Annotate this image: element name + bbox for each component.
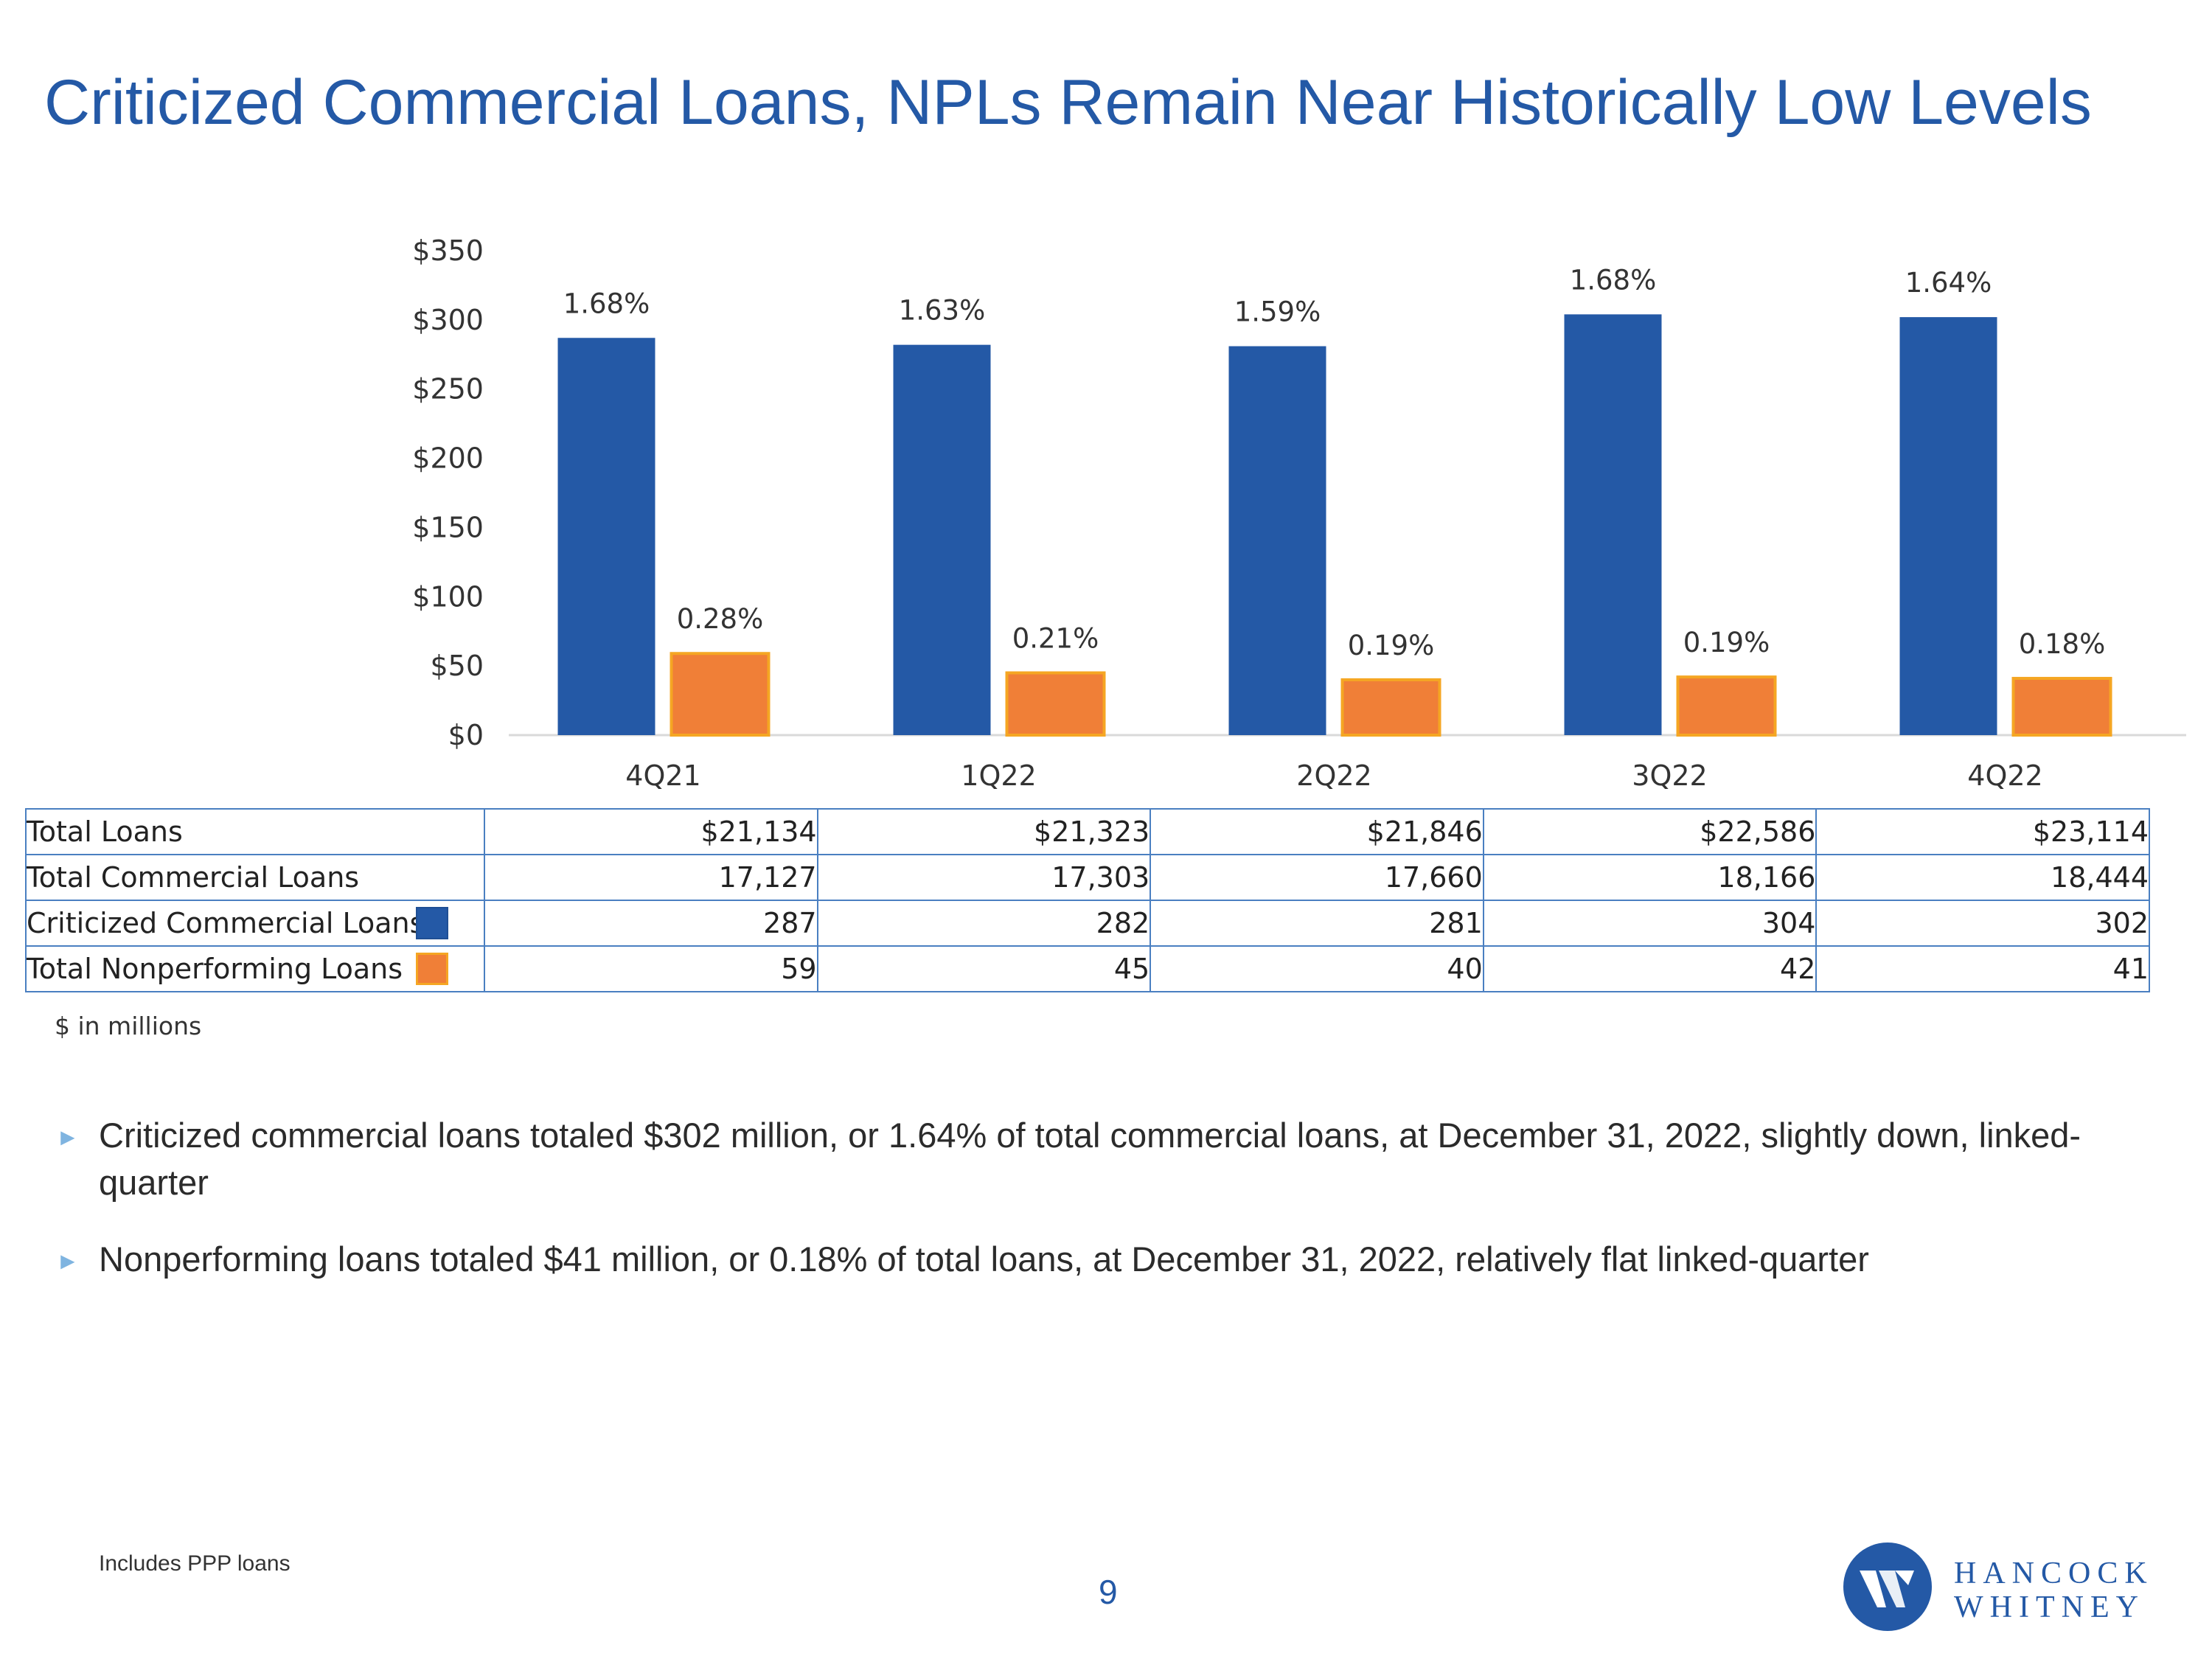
table-cell: 282 (816, 900, 1152, 947)
data-label: 0.18% (2019, 628, 2106, 660)
bullet-item: ► Criticized commercial loans totaled $3… (56, 1112, 2165, 1206)
table-cell: 17,660 (1150, 854, 1484, 901)
data-label: 1.68% (1570, 264, 1657, 296)
row-label-total-nonperforming-loans: Total Nonperforming Loans (25, 945, 485, 992)
logo-mark-icon (1843, 1543, 1932, 1631)
table-cell: 287 (484, 900, 818, 947)
table-cell: 18,444 (1815, 854, 2150, 901)
row-label-criticized-commercial-loans: Criticized Commercial Loans (25, 900, 485, 947)
bullet-item: ► Nonperforming loans totaled $41 millio… (56, 1236, 2165, 1283)
row-label-text: Criticized Commercial Loans (27, 907, 425, 939)
bar-criticized (1564, 314, 1662, 735)
table-cell: 281 (1150, 900, 1484, 947)
y-tick-label: $300 (412, 304, 484, 336)
table-cell: $23,114 (1815, 808, 2150, 855)
data-label: 0.19% (1683, 627, 1770, 658)
row-label-total-loans: Total Loans (25, 808, 485, 855)
bar-criticized (557, 338, 655, 735)
bar-nonperforming (2011, 677, 2112, 737)
table-cell: 59 (484, 945, 818, 992)
slide-title: Criticized Commercial Loans, NPLs Remain… (44, 67, 2092, 138)
legend-swatch-nonperforming (416, 953, 448, 985)
data-label: 0.19% (1348, 630, 1435, 661)
triangle-bullet-icon: ► (56, 1248, 80, 1274)
bar-chart: $0 $50 $100 $150 $200 $250 $300 $350 1.68% 0.28% 4… (412, 234, 2186, 792)
y-tick-label: $50 (430, 650, 484, 682)
x-tick-label: 4Q22 (1967, 759, 2042, 792)
data-label: 1.63% (899, 295, 986, 327)
bar-nonperforming (1340, 678, 1441, 737)
table-cell: $22,586 (1482, 808, 1818, 855)
table-cell: $21,323 (816, 808, 1152, 855)
row-label-total-commercial-loans: Total Commercial Loans (25, 854, 485, 901)
data-label: 1.68% (563, 288, 650, 319)
bullet-text: Criticized commercial loans totaled $302… (99, 1116, 2081, 1202)
logo-text-line1: HANCOCK (1954, 1557, 2154, 1590)
company-logo: HANCOCK WHITNEY (1843, 1543, 2168, 1638)
units-note: $ in millions (55, 1012, 202, 1040)
x-tick-label: 4Q21 (625, 759, 700, 792)
table-row: Criticized Commercial Loans 287 282 281 … (25, 900, 2150, 947)
x-tick-label: 1Q22 (961, 759, 1036, 792)
x-tick-label: 2Q22 (1296, 759, 1371, 792)
footnote: Includes PPP loans (99, 1551, 291, 1576)
y-tick-label: $250 (412, 373, 484, 406)
bar-criticized (893, 344, 991, 735)
x-tick-label: 3Q22 (1632, 759, 1707, 792)
data-label: 1.59% (1234, 296, 1321, 328)
bar-criticized (1228, 346, 1326, 736)
y-tick-label: $0 (448, 719, 484, 751)
data-table: Total Loans $21,134 $21,323 $21,846 $22,… (25, 808, 2150, 992)
triangle-bullet-icon: ► (56, 1124, 80, 1150)
bar-nonperforming (1005, 671, 1106, 737)
table-cell: 302 (1815, 900, 2150, 947)
data-label: 0.28% (677, 603, 764, 635)
table-cell: 18,166 (1482, 854, 1818, 901)
data-label: 0.21% (1012, 623, 1099, 655)
y-tick-label: $200 (412, 442, 484, 475)
table-cell: $21,846 (1150, 808, 1484, 855)
table-cell: 17,127 (484, 854, 818, 901)
table-cell: 40 (1150, 945, 1484, 992)
y-tick-label: $100 (412, 580, 484, 613)
data-label: 1.64% (1905, 267, 1992, 299)
bullet-text: Nonperforming loans totaled $41 million,… (99, 1239, 1869, 1279)
table-cell: 42 (1482, 945, 1818, 992)
table-cell: $21,134 (484, 808, 818, 855)
table-row: Total Commercial Loans 17,127 17,303 17,… (25, 854, 2150, 901)
page-number: 9 (1099, 1573, 1118, 1611)
y-tick-label: $350 (412, 234, 484, 267)
row-label-text: Total Nonperforming Loans (27, 953, 403, 985)
y-tick-label: $150 (412, 511, 484, 543)
bullet-list: ► Criticized commercial loans totaled $3… (56, 1112, 2165, 1312)
table-cell: 17,303 (816, 854, 1152, 901)
logo-text-line2: WHITNEY (1954, 1590, 2145, 1624)
bar-criticized (1899, 317, 1997, 735)
table-cell: 304 (1482, 900, 1818, 947)
bar-nonperforming (669, 652, 771, 737)
table-cell: 41 (1815, 945, 2150, 992)
table-row: Total Nonperforming Loans 59 45 40 42 41 (25, 945, 2150, 992)
table-cell: 45 (816, 945, 1152, 992)
legend-swatch-criticized (416, 907, 448, 939)
bar-nonperforming (1676, 675, 1777, 737)
table-row: Total Loans $21,134 $21,323 $21,846 $22,… (25, 808, 2150, 855)
